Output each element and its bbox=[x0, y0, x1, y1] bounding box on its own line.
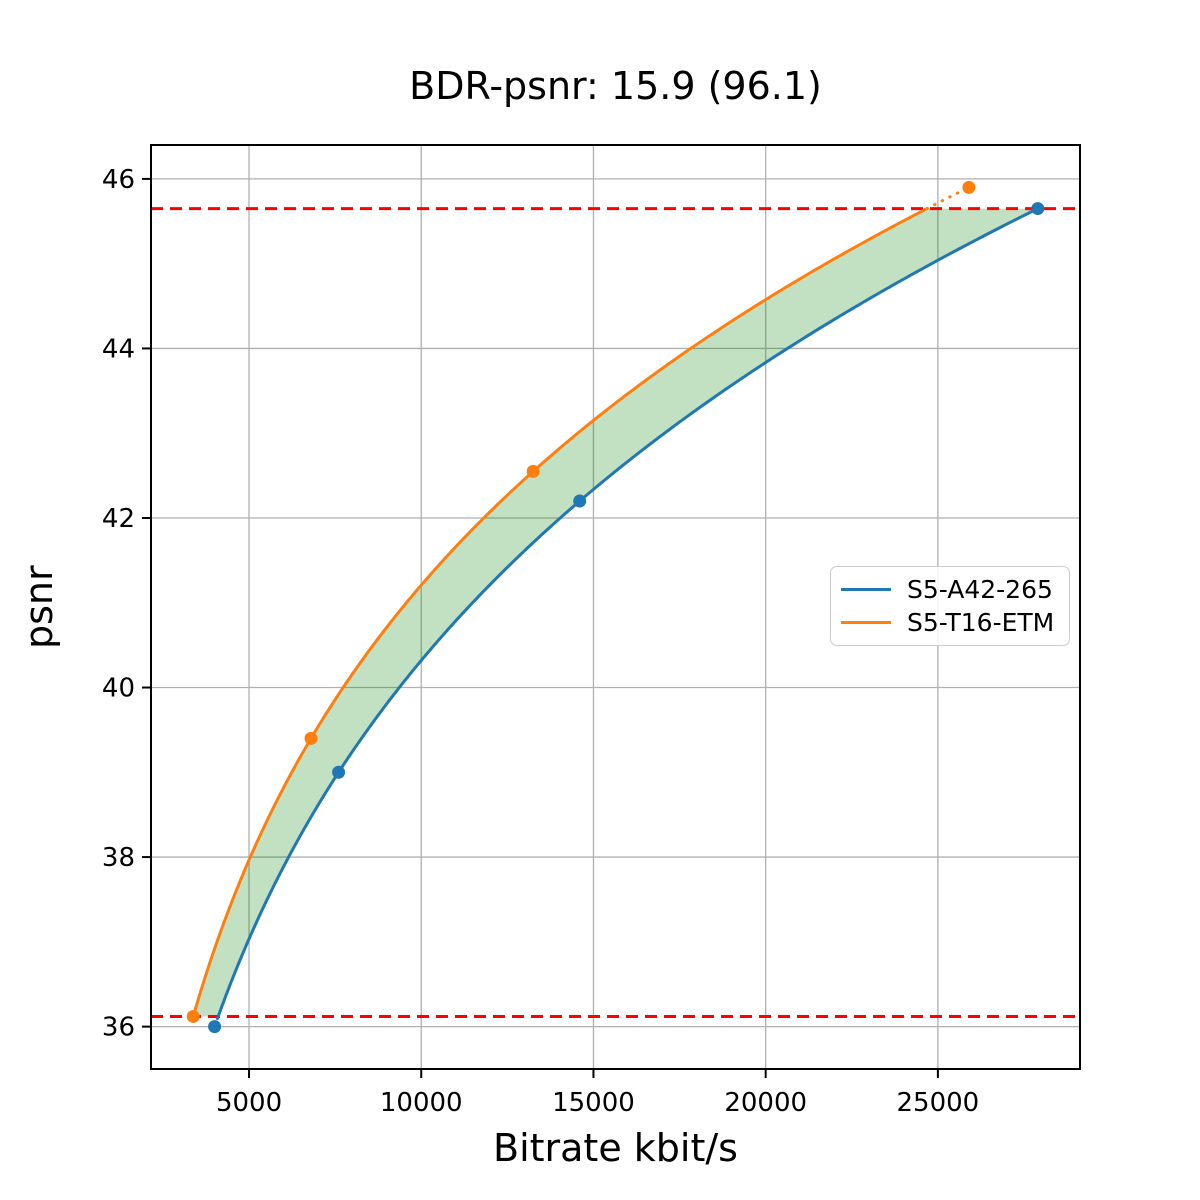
svg-text:36: 36 bbox=[102, 1013, 135, 1043]
legend: S5-A42-265 S5-T16-ETM bbox=[830, 566, 1070, 646]
svg-text:40: 40 bbox=[102, 674, 135, 704]
data-point-markers bbox=[186, 180, 1045, 1034]
svg-text:10000: 10000 bbox=[380, 1088, 463, 1118]
svg-text:42: 42 bbox=[102, 504, 135, 534]
svg-text:5000: 5000 bbox=[216, 1088, 282, 1118]
x-axis-label: Bitrate kbit/s bbox=[493, 1126, 738, 1170]
legend-line-swatch-blue bbox=[841, 588, 891, 591]
y-axis-label: psnr bbox=[17, 565, 61, 649]
svg-text:20000: 20000 bbox=[724, 1088, 807, 1118]
legend-item-s5-a42-265: S5-A42-265 bbox=[831, 575, 1069, 604]
plot-border bbox=[150, 144, 1081, 1070]
svg-text:25000: 25000 bbox=[897, 1088, 980, 1118]
svg-text:46: 46 bbox=[102, 165, 135, 195]
svg-text:38: 38 bbox=[102, 843, 135, 873]
svg-text:44: 44 bbox=[102, 334, 135, 364]
legend-label: S5-A42-265 bbox=[907, 575, 1053, 604]
legend-label: S5-T16-ETM bbox=[907, 608, 1055, 637]
legend-item-s5-t16-etm: S5-T16-ETM bbox=[831, 608, 1069, 637]
svg-text:15000: 15000 bbox=[552, 1088, 635, 1118]
chart-title: BDR-psnr: 15.9 (96.1) bbox=[409, 64, 822, 108]
overlap-boundary-lines bbox=[151, 207, 1080, 1018]
axis-ticks: 5000 10000 15000 20000 25000 36 38 40 42 44 46 bbox=[102, 165, 979, 1118]
legend-line-swatch-orange bbox=[841, 621, 891, 624]
